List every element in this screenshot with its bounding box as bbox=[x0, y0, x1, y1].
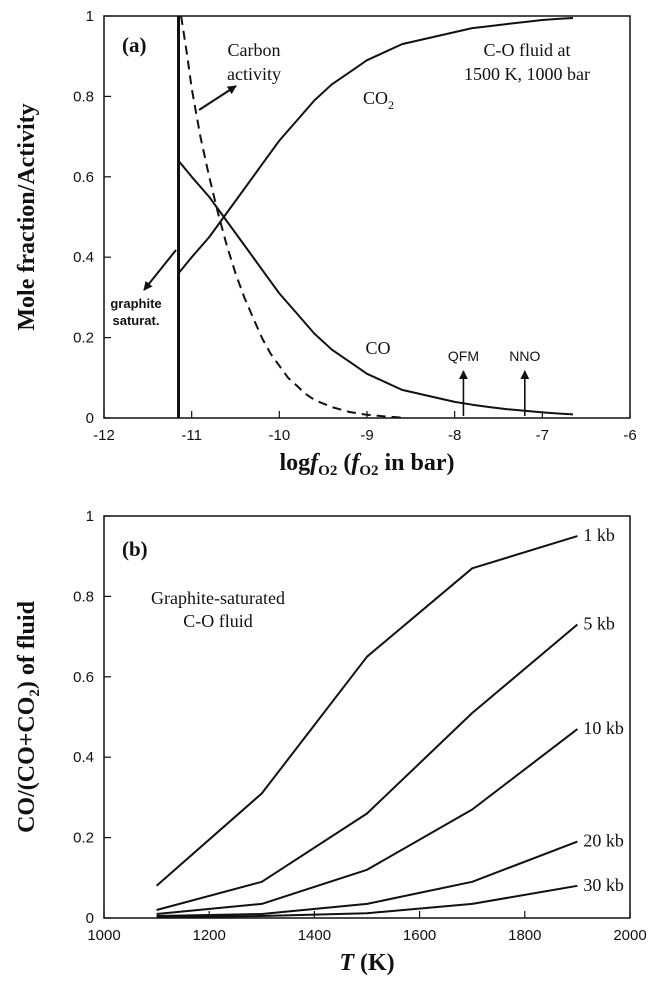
x-tick-label: -10 bbox=[268, 427, 290, 444]
series-line-10-kb bbox=[156, 728, 579, 915]
co2-series-label: CO2 bbox=[363, 88, 394, 112]
y-axis-label-b: CO/(CO+CO2) of fluid bbox=[14, 600, 43, 833]
y-tick-label: 0.4 bbox=[73, 749, 94, 766]
y-tick-label: 1 bbox=[86, 508, 94, 525]
series-group-b: 1 kb 5 kb 10 kb 20 kb 30 kb bbox=[155, 525, 624, 919]
series-line-co2 bbox=[177, 17, 574, 274]
x-tick-label: -9 bbox=[360, 427, 373, 444]
graphite-saturation-line2: saturat. bbox=[113, 313, 160, 328]
y-tick-label: 0.8 bbox=[73, 588, 94, 605]
series-label-1-kb: 1 kb bbox=[583, 525, 615, 545]
series-label-5-kb: 5 kb bbox=[583, 614, 615, 634]
x-tick-label: -11 bbox=[181, 427, 202, 444]
y-ticks-a: 0 0.2 0.4 0.6 0.8 1 bbox=[73, 8, 111, 427]
graphite-saturated-note-line1: Graphite-saturated bbox=[151, 588, 285, 608]
series-line-1-kb bbox=[155, 535, 578, 887]
carbon-activity-line1: Carbon bbox=[228, 40, 281, 60]
x-tick-label: -8 bbox=[448, 427, 461, 444]
y-tick-label: 0.6 bbox=[73, 169, 94, 186]
x-tick-label: 1200 bbox=[193, 927, 226, 944]
condition-line2: 1500 K, 1000 bar bbox=[464, 64, 590, 84]
y-tick-label: 0 bbox=[86, 410, 94, 427]
series-label-10-kb: 10 kb bbox=[583, 718, 624, 738]
series-line-20-kb bbox=[156, 840, 578, 917]
plot-frame-b bbox=[103, 515, 631, 919]
y-tick-label: 0.4 bbox=[73, 249, 94, 266]
x-axis-label-a: logfO2 (fO2 in bar) bbox=[279, 450, 454, 479]
graphite-saturation-arrow bbox=[143, 249, 177, 291]
x-tick-label: -6 bbox=[623, 427, 636, 444]
condition-line1: C-O fluid at bbox=[484, 40, 571, 60]
x-ticks-a: -12 -11 -10 -9 -8 -7 -6 bbox=[93, 411, 637, 444]
y-axis-label-a: Mole fraction/Activity bbox=[14, 103, 40, 330]
x-tick-label: 2000 bbox=[613, 927, 646, 944]
co-series-label: CO bbox=[365, 338, 390, 358]
series-group-a bbox=[177, 15, 574, 419]
y-tick-label: 0.2 bbox=[73, 330, 94, 347]
series-line-5-kb bbox=[156, 623, 579, 911]
panel-b: 1000 1200 1400 1600 1800 2000 0 0.2 0.4 0.6 0.8 1 … bbox=[14, 508, 647, 976]
x-tick-label: 1600 bbox=[403, 927, 436, 944]
co2-label-sub: 2 bbox=[388, 98, 394, 112]
y-tick-label: 0 bbox=[86, 910, 94, 927]
x-tick-label: 1800 bbox=[508, 927, 541, 944]
y-ticks-b: 0 0.2 0.4 0.6 0.8 1 bbox=[73, 508, 111, 927]
graphite-saturated-note-line2: C-O fluid bbox=[183, 611, 253, 631]
carbon-activity-arrow bbox=[198, 85, 237, 111]
y-tick-label: 0.8 bbox=[73, 88, 94, 105]
x-tick-label: -7 bbox=[536, 427, 549, 444]
panel-label-a: (a) bbox=[122, 33, 147, 57]
x-axis-label-b: T (K) bbox=[339, 950, 394, 976]
x-tick-label: 1400 bbox=[298, 927, 331, 944]
series-label-20-kb: 20 kb bbox=[583, 831, 624, 851]
series-line-co bbox=[177, 160, 574, 416]
panel-a: -12 -11 -10 -9 -8 -7 -6 0 0.2 0.4 0.6 0.8 1 (a) C-O… bbox=[14, 8, 637, 479]
y-tick-label: 1 bbox=[86, 8, 94, 25]
carbon-activity-line2: activity bbox=[227, 64, 281, 84]
panel-label-b: (b) bbox=[122, 537, 148, 561]
series-line-30-kb bbox=[156, 884, 578, 919]
y-tick-label: 0.6 bbox=[73, 669, 94, 686]
x-tick-label: -12 bbox=[93, 427, 115, 444]
graphite-saturation-line1: graphite bbox=[110, 296, 161, 311]
y-tick-label: 0.2 bbox=[73, 830, 94, 847]
qfm-label: QFM bbox=[448, 348, 479, 364]
series-line-carbon-activity bbox=[180, 15, 403, 419]
x-tick-label: 1000 bbox=[87, 927, 120, 944]
co2-label-main: CO bbox=[363, 88, 388, 108]
nno-label: NNO bbox=[509, 348, 540, 364]
series-label-30-kb: 30 kb bbox=[583, 875, 624, 895]
